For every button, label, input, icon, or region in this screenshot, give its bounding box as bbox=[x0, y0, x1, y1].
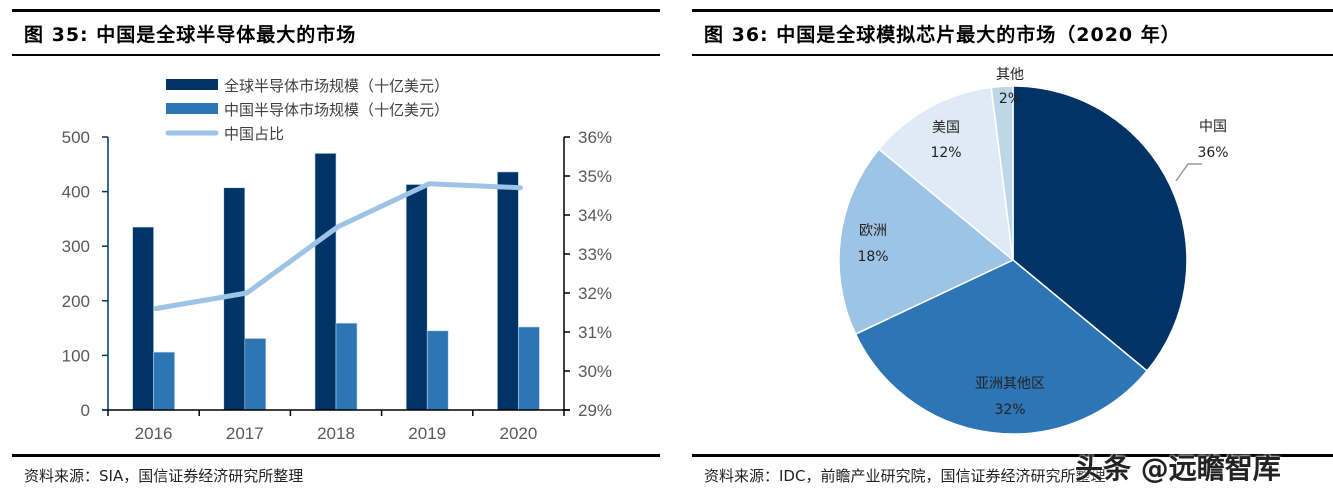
watermark: 头条 @远瞻智库 bbox=[1075, 452, 1281, 485]
figure-35-panel: 图 35: 中国是全球半导体最大的市场 2016 2017 2018 2019 2020… bbox=[0, 0, 660, 501]
figure-35-title: 图 35: 中国是全球半导体最大的市场 bbox=[24, 24, 357, 46]
china-bar bbox=[426, 330, 449, 411]
right-y-tick-label: 31% bbox=[578, 323, 612, 342]
pie-value-label: 12% bbox=[930, 145, 961, 161]
china-share-line bbox=[153, 181, 523, 312]
left-y-tick-label: 100 bbox=[62, 346, 90, 365]
pie-value-label: 32% bbox=[994, 402, 1025, 418]
global-bar bbox=[314, 153, 337, 411]
left-y-tick-label: 300 bbox=[62, 237, 90, 256]
china-bar bbox=[335, 322, 358, 411]
x-tick-label: 2017 bbox=[226, 424, 264, 443]
pie-slice bbox=[877, 86, 1014, 262]
pie-slice bbox=[1012, 85, 1188, 372]
pie-value-label: 18% bbox=[857, 249, 888, 265]
right-y-tick-label: 36% bbox=[578, 128, 612, 147]
china-bar bbox=[518, 326, 540, 411]
legend-label: 全球半导体市场规模（十亿美元） bbox=[224, 77, 449, 95]
title-rule bbox=[692, 54, 1333, 56]
title-rule bbox=[12, 54, 660, 56]
top-rule bbox=[692, 9, 1333, 12]
x-tick-label: 2016 bbox=[135, 424, 173, 443]
x-tick-label: 2018 bbox=[317, 424, 355, 443]
pie-value-label: 2% bbox=[999, 91, 1021, 107]
pie-value-label: 36% bbox=[1197, 145, 1228, 161]
left-y-tick-label: 500 bbox=[62, 128, 90, 147]
left-y-tick-label: 400 bbox=[62, 183, 90, 202]
global-bar bbox=[497, 171, 519, 411]
pie-label: 中国 bbox=[1199, 119, 1227, 135]
global-bar bbox=[405, 184, 428, 411]
right-y-tick-label: 30% bbox=[578, 362, 612, 381]
right-y-tick-label: 32% bbox=[578, 284, 612, 303]
x-tick-label: 2020 bbox=[499, 424, 537, 443]
legend-label: 中国半导体市场规模（十亿美元） bbox=[224, 101, 449, 119]
global-bar bbox=[132, 226, 154, 411]
pie-label: 美国 bbox=[932, 120, 960, 136]
pie-label: 欧洲 bbox=[859, 223, 887, 239]
right-y-tick-label: 35% bbox=[578, 167, 612, 186]
pie-label: 亚洲其他区 bbox=[975, 376, 1045, 392]
right-y-tick-label: 33% bbox=[578, 245, 612, 264]
pie-label: 其他 bbox=[996, 67, 1024, 83]
figure-36-source: 资料来源：IDC，前瞻产业研究院，国信证券经济研究所整理 bbox=[704, 467, 1106, 485]
figure-36-title: 图 36: 中国是全球模拟芯片最大的市场（2020 年） bbox=[704, 24, 1181, 46]
pie-chart: 中国 36% 亚洲其他区 32% 欧洲 18% 美国 12% 其他 2% bbox=[838, 67, 1229, 435]
china-bar bbox=[153, 351, 175, 411]
x-tick-label: 2019 bbox=[408, 424, 446, 443]
bar-line-chart: 2016 2017 2018 2019 2020 0 100 200 300 400 500 29% 3… bbox=[62, 77, 612, 443]
legend-swatch bbox=[166, 79, 218, 90]
pie-slice bbox=[838, 148, 1015, 336]
top-rule bbox=[12, 9, 660, 12]
left-y-tick-label: 0 bbox=[81, 401, 90, 420]
bottom-rule bbox=[12, 454, 660, 457]
right-y-tick-label: 29% bbox=[578, 401, 612, 420]
left-y-tick-label: 200 bbox=[62, 292, 90, 311]
bottom-rule bbox=[692, 454, 1333, 457]
right-y-tick-label: 34% bbox=[578, 206, 612, 225]
leader-line bbox=[1175, 163, 1202, 182]
figure-36-panel: 图 36: 中国是全球模拟芯片最大的市场（2020 年） 中国 36% 亚洲其他区 3… bbox=[680, 0, 1333, 501]
legend-swatch bbox=[166, 103, 218, 114]
china-bar bbox=[244, 338, 267, 411]
pie-slice bbox=[990, 85, 1014, 261]
legend-label: 中国占比 bbox=[224, 125, 284, 143]
figure-35-source: 资料来源：SIA，国信证券经济研究所整理 bbox=[24, 467, 304, 485]
pie-slice bbox=[854, 259, 1149, 435]
